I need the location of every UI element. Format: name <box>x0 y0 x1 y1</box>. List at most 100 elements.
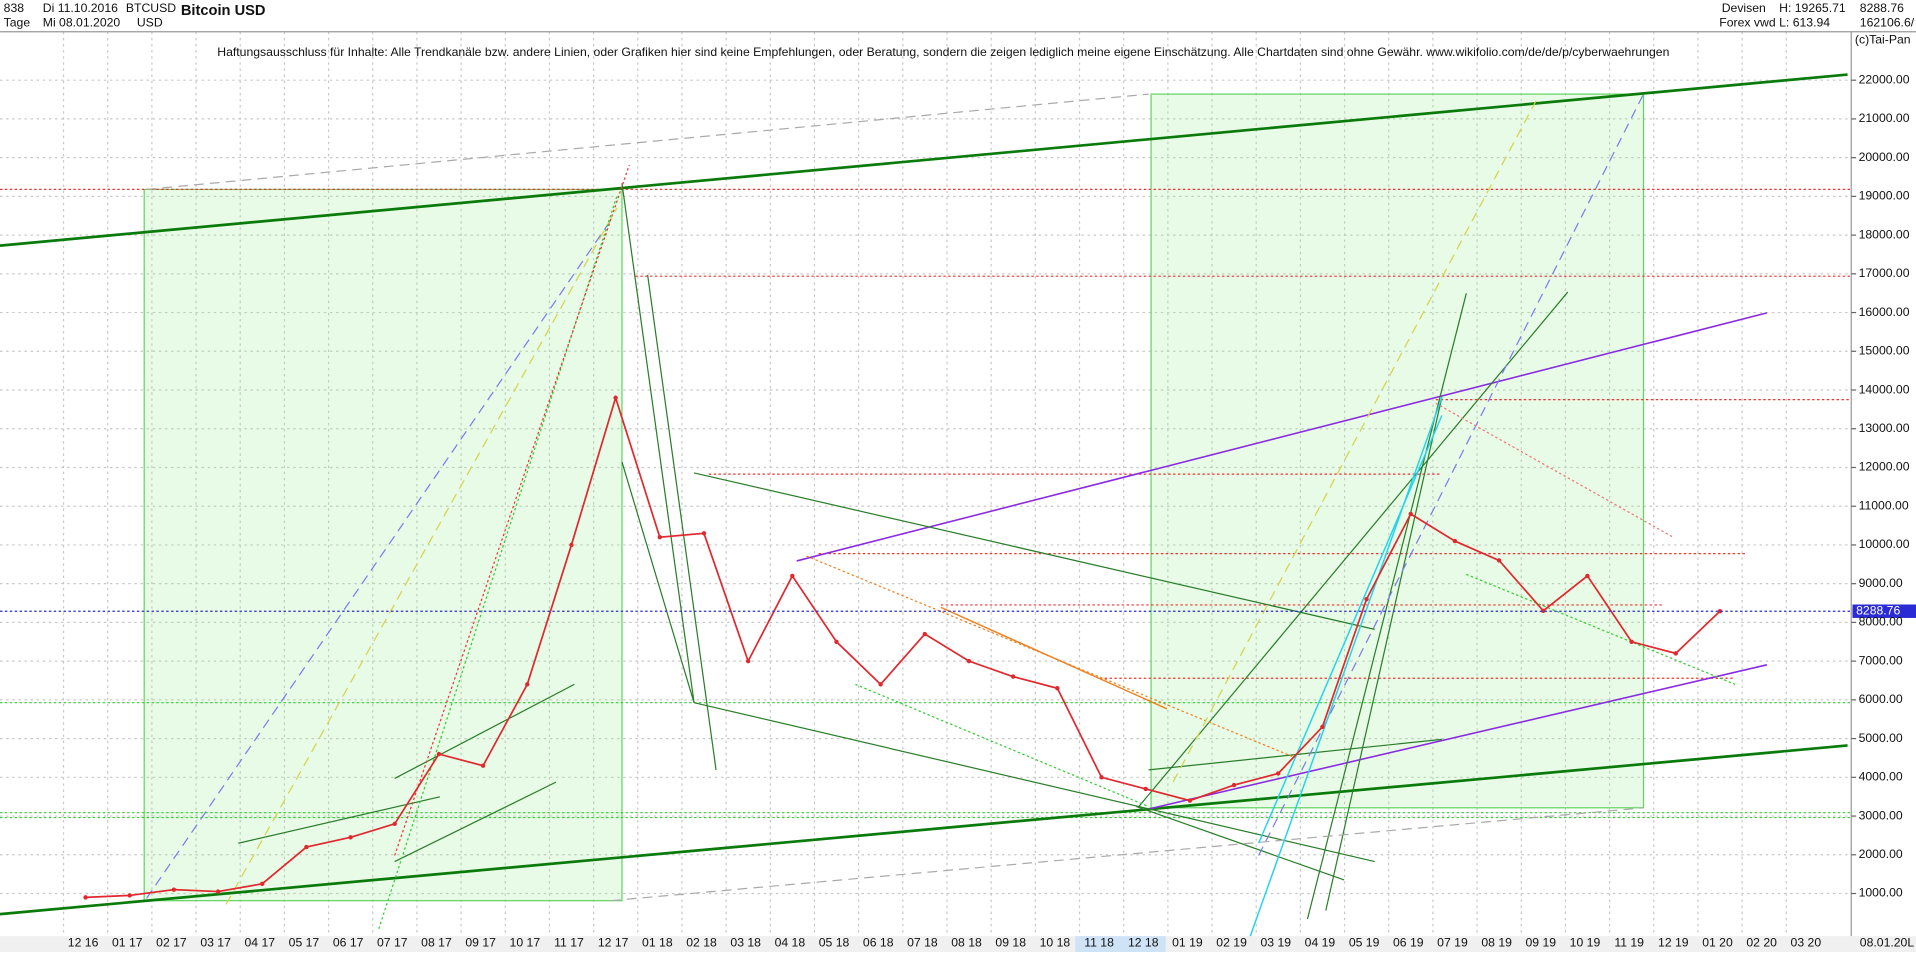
price-point <box>1452 538 1458 544</box>
price-point <box>1364 596 1369 602</box>
y-tick-label: 18000.00 <box>1859 227 1910 241</box>
x-tick-label: 02 18 <box>686 936 717 950</box>
price-point <box>1010 674 1016 679</box>
y-tick-label: 12000.00 <box>1859 460 1910 474</box>
price-point <box>83 895 88 900</box>
x-tick-label: 06 19 <box>1393 936 1424 950</box>
x-tick-label: 05 18 <box>819 936 850 950</box>
y-tick-label: 15000.00 <box>1859 344 1910 358</box>
price-point <box>1541 608 1546 613</box>
x-tick-label: 01 18 <box>642 936 673 950</box>
x-tick-label: 02 20 <box>1746 936 1777 950</box>
grid <box>0 31 1852 937</box>
low: L: 613.94 <box>1779 15 1830 29</box>
x-tick-label: 12 16 <box>68 936 99 950</box>
y-tick-label: 20000.00 <box>1859 150 1910 164</box>
price-point <box>1099 775 1104 780</box>
x-tick-label: 03 20 <box>1791 936 1822 950</box>
x-tick-label: 07 18 <box>907 936 938 950</box>
price-point <box>1585 573 1590 579</box>
x-tick-label: 01 19 <box>1172 936 1203 950</box>
x-tick-label: 04 17 <box>244 936 275 950</box>
zone <box>1150 93 1645 809</box>
x-axis-bg <box>0 936 1916 952</box>
y-tick-label: 7000.00 <box>1859 653 1903 667</box>
x-tick-label: 08 19 <box>1481 936 1512 950</box>
price-point <box>525 682 530 687</box>
y-tick-label: 14000.00 <box>1859 382 1910 396</box>
price-point <box>348 835 353 840</box>
currency: USD <box>137 15 163 29</box>
y-tick-label: 6000.00 <box>1859 692 1903 706</box>
count: 838 <box>4 1 25 15</box>
price-point <box>1320 724 1325 730</box>
y-tick-label: 13000.00 <box>1859 421 1910 435</box>
x-tick-label: 10 18 <box>1040 936 1071 950</box>
x-tick-label: 03 18 <box>730 936 761 950</box>
x-tick-label: 05 17 <box>289 936 320 950</box>
price-point <box>657 534 662 540</box>
price-point <box>127 893 132 898</box>
x-tick-label: 12 18 <box>1128 936 1159 950</box>
end-date: Mi 08.01.2020 <box>43 15 121 29</box>
price-point <box>745 658 751 664</box>
period: Tage <box>4 15 31 29</box>
x-tick-label: 08 17 <box>421 936 452 950</box>
disclaimer: Haftungsausschluss für Inhalte: Alle Tre… <box>217 45 1669 59</box>
y-tick-label: 16000.00 <box>1859 305 1910 319</box>
y-tick-label: 10000.00 <box>1859 537 1910 551</box>
x-tick-label: 10 17 <box>510 936 541 950</box>
y-tick-label: 22000.00 <box>1859 72 1910 86</box>
price-point <box>569 542 574 548</box>
price-point <box>480 763 486 768</box>
market: Devisen <box>1722 1 1766 15</box>
high: H: 19265.71 <box>1779 1 1846 15</box>
price-point <box>1717 609 1723 614</box>
chart-title: Bitcoin USD <box>181 3 266 19</box>
source: Forex vwd <box>1719 15 1776 29</box>
x-tick-label: 01 17 <box>112 936 143 950</box>
y-tick-label: 21000.00 <box>1859 111 1910 125</box>
price-point <box>834 639 839 644</box>
last-price-tag <box>1852 604 1916 618</box>
y-tick-label: 8000.00 <box>1859 615 1903 629</box>
y-tick-label: 9000.00 <box>1859 576 1903 590</box>
x-tick-label: 06 17 <box>333 936 364 950</box>
footer-mark: L <box>1907 936 1914 950</box>
price-point <box>922 631 928 637</box>
x-tick-label: 11 18 <box>1084 936 1114 950</box>
footer-date: 08.01.20 <box>1860 936 1908 950</box>
x-tick-label: 09 17 <box>465 936 496 950</box>
price-series <box>83 394 1723 900</box>
x-tick-label: 11 19 <box>1614 936 1644 950</box>
x-tick-label: 12 17 <box>598 936 629 950</box>
price-point <box>1629 639 1634 644</box>
x-tick-label: 08 18 <box>951 936 982 950</box>
price-line <box>85 394 1721 899</box>
zone <box>143 188 623 902</box>
last-price-box: 8288.76 <box>1852 603 1916 618</box>
x-tick-label: 12 19 <box>1658 936 1689 950</box>
x-tick-label: 03 19 <box>1260 936 1291 950</box>
symbol: BTCUSD <box>126 1 176 15</box>
last-price: 8288.76 <box>1860 1 1904 15</box>
y-tick-label: 2000.00 <box>1859 847 1903 861</box>
price-point <box>392 821 397 826</box>
price-point <box>1276 771 1281 776</box>
x-tick-label: 10 19 <box>1570 936 1601 950</box>
x-tick-label: 03 17 <box>200 936 231 950</box>
x-tick-label: 04 19 <box>1305 936 1336 950</box>
x-tick-label: 09 19 <box>1526 936 1557 950</box>
price-point <box>878 682 883 687</box>
price-point <box>304 844 309 850</box>
price-point <box>436 751 442 757</box>
x-tick-label: 05 19 <box>1349 936 1380 950</box>
volume: 162106.6/ <box>1860 15 1915 29</box>
header-bg <box>0 0 1916 32</box>
y-tick-label: 5000.00 <box>1859 731 1903 745</box>
y-tick-label: 19000.00 <box>1859 189 1910 203</box>
price-point <box>701 531 707 536</box>
